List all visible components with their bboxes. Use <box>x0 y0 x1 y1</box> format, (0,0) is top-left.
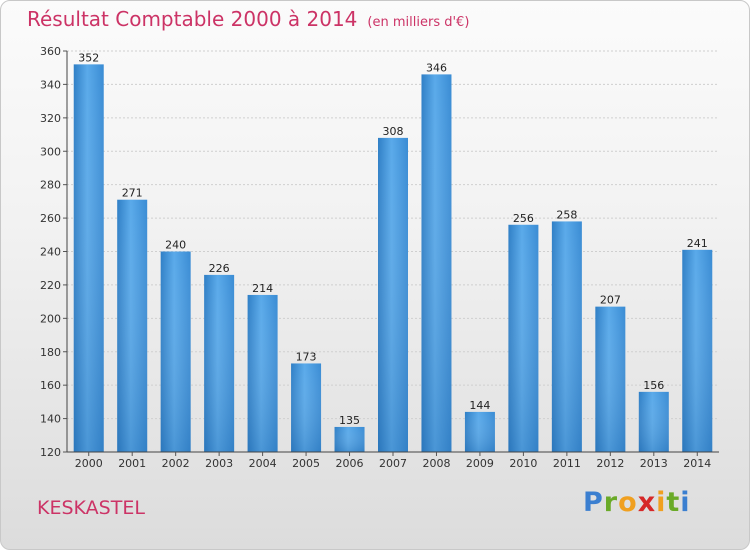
y-tick-label-220: 220 <box>40 279 61 292</box>
x-tick-label-2009: 2009 <box>466 457 494 470</box>
bar-shade-2000 <box>73 64 104 452</box>
x-tick-label-2002: 2002 <box>162 457 190 470</box>
data-label-2014: 241 <box>687 237 708 250</box>
x-tick-label-2005: 2005 <box>292 457 320 470</box>
x-tick-label-2007: 2007 <box>379 457 407 470</box>
x-tick-label-2003: 2003 <box>205 457 233 470</box>
x-tick-label-2010: 2010 <box>509 457 537 470</box>
y-tick-label-320: 320 <box>40 112 61 125</box>
x-tick-label-2004: 2004 <box>249 457 277 470</box>
bar-shade-2009 <box>464 411 495 452</box>
data-label-2011: 258 <box>556 208 577 221</box>
x-tick-label-2012: 2012 <box>596 457 624 470</box>
y-tick-label-280: 280 <box>40 179 61 192</box>
bar-shade-2007 <box>378 137 408 452</box>
data-label-2013: 156 <box>643 379 664 392</box>
y-tick-label-200: 200 <box>40 312 61 325</box>
bar-shade-2003 <box>204 274 235 452</box>
logo-letter-3: x <box>637 487 657 518</box>
y-tick-label-360: 360 <box>40 45 61 58</box>
bar-shade-2010 <box>508 224 539 452</box>
bar-shade-2012 <box>595 306 626 452</box>
y-tick-label-160: 160 <box>40 379 61 392</box>
x-tick-label-2006: 2006 <box>336 457 364 470</box>
data-label-2004: 214 <box>252 282 273 295</box>
x-tick-label-2014: 2014 <box>683 457 711 470</box>
chart-title: Résultat Comptable 2000 à 2014 (en millie… <box>27 7 469 31</box>
x-tick-label-2008: 2008 <box>422 457 450 470</box>
bar-shade-2008 <box>421 74 452 453</box>
data-label-2009: 144 <box>469 399 490 412</box>
bar-shade-2002 <box>160 251 191 452</box>
logo-letter-5: t <box>666 487 681 518</box>
proxiti-logo: Proxiti <box>583 487 691 518</box>
data-label-2006: 135 <box>339 414 360 427</box>
y-tick-label-340: 340 <box>40 78 61 91</box>
logo-letter-4: i <box>656 487 667 518</box>
bar-shade-2004 <box>247 294 278 452</box>
data-label-2008: 346 <box>426 61 447 74</box>
logo-letter-6: i <box>680 487 691 518</box>
x-tick-label-2001: 2001 <box>118 457 146 470</box>
x-tick-label-2000: 2000 <box>75 457 103 470</box>
data-label-2001: 271 <box>122 187 143 200</box>
y-tick-label-240: 240 <box>40 246 61 259</box>
chart-unit: (en milliers d'€) <box>367 15 470 30</box>
chart-title-text: Résultat Comptable 2000 à 2014 <box>27 7 358 31</box>
commune-name: KESKASTEL <box>37 497 145 519</box>
axis-layer: 120 140 160 180 200 220 240 260 280 300 320 340 360 2… <box>40 45 719 470</box>
y-tick-label-120: 120 <box>40 446 61 459</box>
bar-shade-2006 <box>334 426 365 452</box>
bar-shade-2014 <box>682 249 713 452</box>
y-tick-label-300: 300 <box>40 145 61 158</box>
data-label-2010: 256 <box>513 212 534 225</box>
bar-layer: 352 271 240 226 214 173 135 308 346 144 256 258 207 1… <box>73 51 713 453</box>
logo-letter-0: P <box>583 487 604 518</box>
data-label-2002: 240 <box>165 239 186 252</box>
bar-shade-2011 <box>551 221 582 452</box>
y-tick-label-180: 180 <box>40 346 61 359</box>
data-label-2000: 352 <box>78 51 99 64</box>
logo-letter-2: o <box>618 487 638 518</box>
data-label-2003: 226 <box>209 262 230 275</box>
bar-shade-2013 <box>638 391 669 452</box>
bar-shade-2005 <box>291 363 322 452</box>
x-tick-label-2013: 2013 <box>640 457 668 470</box>
y-tick-label-140: 140 <box>40 413 61 426</box>
data-label-2012: 207 <box>600 294 621 307</box>
data-label-2005: 173 <box>296 350 317 363</box>
data-label-2007: 308 <box>383 125 404 138</box>
x-tick-label-2011: 2011 <box>553 457 581 470</box>
logo-letter-1: r <box>603 487 619 518</box>
y-tick-label-260: 260 <box>40 212 61 225</box>
bar-shade-2001 <box>117 199 148 452</box>
